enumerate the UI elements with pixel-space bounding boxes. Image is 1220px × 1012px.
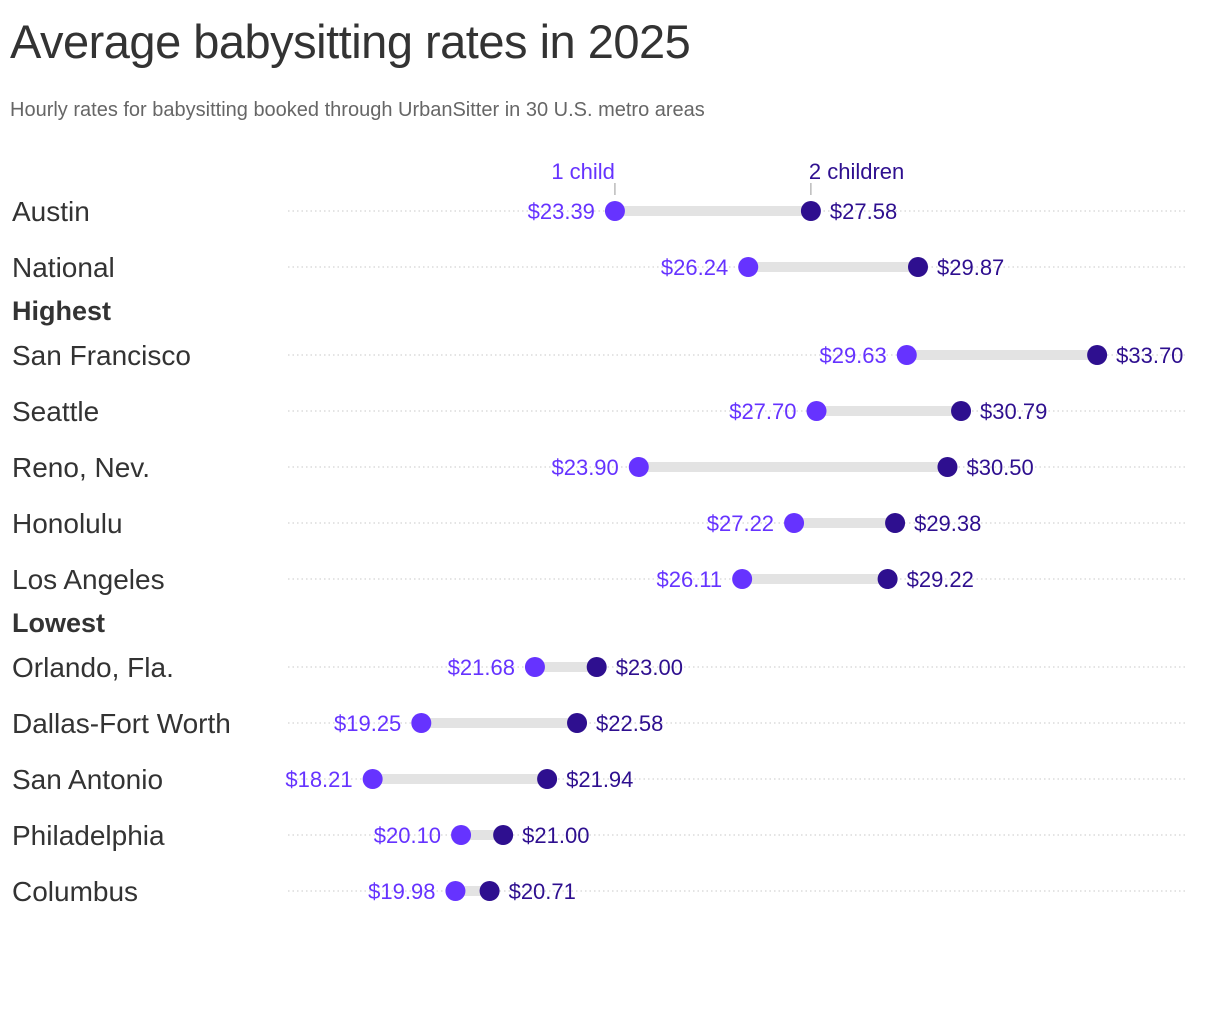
row-label: Reno, Nev. — [12, 452, 150, 483]
value-label-1-child: $19.25 — [334, 711, 401, 736]
dot-1-child — [628, 457, 649, 477]
row-label: Honolulu — [12, 508, 123, 539]
legend-2-children: 2 children — [809, 159, 904, 184]
dot-1-child — [411, 713, 432, 733]
dot-2-children — [537, 769, 558, 789]
value-label-2-children: $22.58 — [596, 711, 663, 736]
value-label-2-children: $30.50 — [966, 455, 1033, 480]
value-label-1-child: $26.24 — [661, 255, 728, 280]
value-label-2-children: $21.00 — [522, 823, 589, 848]
value-label-1-child: $20.10 — [374, 823, 441, 848]
dot-2-children — [586, 657, 607, 677]
dot-1-child — [896, 345, 917, 365]
value-label-1-child: $27.70 — [729, 399, 796, 424]
dot-2-children — [908, 257, 929, 277]
dot-1-child — [445, 881, 466, 901]
value-label-2-children: $29.22 — [907, 567, 974, 592]
dot-1-child — [732, 569, 753, 589]
value-label-1-child: $21.68 — [448, 655, 515, 680]
value-label-1-child: $23.90 — [551, 455, 618, 480]
value-label-1-child: $18.21 — [285, 767, 352, 792]
row-label: Los Angeles — [12, 564, 165, 595]
dot-1-child — [784, 513, 805, 533]
dot-2-children — [951, 401, 972, 421]
legend-1-child: 1 child — [551, 159, 615, 184]
dot-1-child — [806, 401, 827, 421]
dot-2-children — [493, 825, 514, 845]
row-label: Austin — [12, 196, 90, 227]
row-label: Columbus — [12, 876, 138, 907]
chart-subtitle: Hourly rates for babysitting booked thro… — [10, 99, 705, 121]
value-label-1-child: $29.63 — [819, 343, 886, 368]
dot-1-child — [362, 769, 383, 789]
dot-1-child — [604, 201, 625, 221]
value-label-1-child: $26.11 — [656, 567, 722, 592]
value-label-2-children: $29.87 — [937, 255, 1004, 280]
value-label-2-children: $29.38 — [914, 511, 981, 536]
dot-2-children — [885, 513, 906, 533]
value-label-1-child: $19.98 — [368, 879, 435, 904]
dot-1-child — [524, 657, 545, 677]
row-label: Orlando, Fla. — [12, 652, 174, 683]
row-label: San Antonio — [12, 764, 163, 795]
chart-title: Average babysitting rates in 2025 — [10, 15, 691, 68]
dot-2-children — [1087, 345, 1108, 365]
value-label-2-children: $27.58 — [830, 199, 897, 224]
value-label-2-children: $30.79 — [980, 399, 1047, 424]
row-label: Philadelphia — [12, 820, 165, 851]
value-label-2-children: $20.71 — [509, 879, 576, 904]
value-label-2-children: $21.94 — [566, 767, 633, 792]
row-label: Dallas-Fort Worth — [12, 708, 231, 739]
group-header: Lowest — [12, 608, 105, 638]
dot-2-children — [937, 457, 958, 477]
row-label: San Francisco — [12, 340, 191, 371]
group-header: Highest — [12, 296, 111, 326]
dot-2-children — [479, 881, 500, 901]
value-label-2-children: $23.00 — [616, 655, 683, 680]
value-label-2-children: $33.70 — [1116, 343, 1183, 368]
value-label-1-child: $23.39 — [528, 199, 595, 224]
dot-2-children — [800, 201, 821, 221]
row-label: Seattle — [12, 396, 99, 427]
dot-2-children — [567, 713, 588, 733]
dot-1-child — [738, 257, 759, 277]
value-label-1-child: $27.22 — [707, 511, 774, 536]
dot-1-child — [451, 825, 472, 845]
row-label: National — [12, 252, 115, 283]
dot-2-children — [877, 569, 898, 589]
